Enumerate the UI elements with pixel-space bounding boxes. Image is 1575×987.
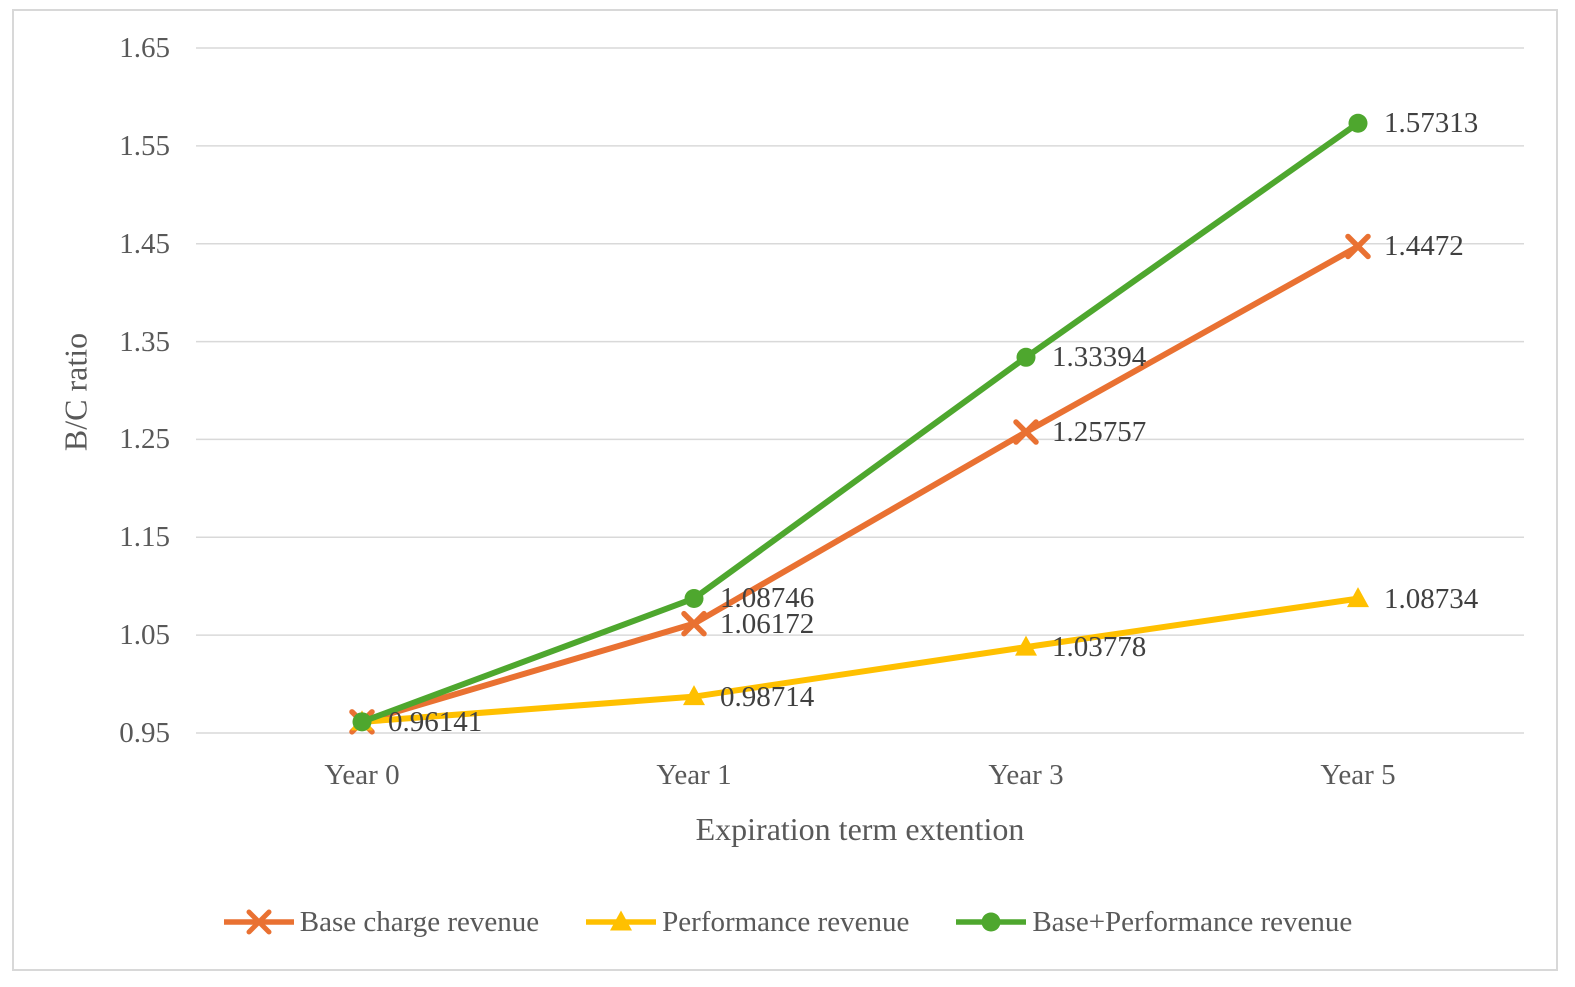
y-tick-label: 1.25 [119,423,170,456]
legend-swatch-icon [586,910,657,931]
data-point-label: 1.57313 [1384,107,1479,140]
data-point-label: 0.98714 [720,680,815,713]
triangle-marker-icon [683,685,705,706]
series-line [359,243,1361,725]
y-axis-title-text: B/C ratio [57,332,94,452]
y-tick-label: 1.35 [119,325,170,358]
x-marker-icon [1013,419,1039,445]
legend-item: Base charge revenue [223,906,539,939]
chart-frame [12,9,1558,971]
legend-item: Performance revenue [585,906,909,939]
y-tick-label: 1.55 [119,129,170,162]
x-marker-icon [246,909,272,935]
triangle-marker-icon [610,910,633,931]
legend-swatch-icon [956,912,1027,932]
x-category-label: Year 5 [1320,759,1396,791]
legend-swatch-icon [223,909,294,935]
circle-marker-icon [684,588,704,608]
series-line [359,595,1361,725]
data-point-label: 1.25757 [1052,416,1147,449]
data-point-label: 1.08746 [720,582,815,615]
legend-item: Base+Performance revenue [955,906,1352,939]
legend-label: Base+Performance revenue [1032,905,1353,938]
x-axis-title: Expiration term extention [695,811,1025,847]
x-category-label: Year 1 [656,759,732,791]
y-tick-label: 1.65 [119,32,170,64]
circle-marker-icon [1016,347,1036,367]
y-tick-label: 1.45 [119,227,170,260]
data-point-label: 1.08734 [1384,582,1479,615]
y-tick-label: 1.05 [119,619,170,652]
circle-marker-icon [981,912,1001,932]
x-category-label: Year 3 [988,759,1064,791]
triangle-marker-icon [1015,635,1037,656]
data-point-label: 1.33394 [1052,341,1147,374]
x-marker-icon [681,610,707,637]
circle-marker-icon [1348,113,1368,133]
y-tick-label: 1.15 [119,521,170,554]
x-category-label: Year 0 [324,759,400,791]
x-marker-icon [1345,233,1371,260]
legend-label: Performance revenue [662,905,910,938]
data-point-label: 1.06172 [720,607,815,640]
data-point-label: 0.96141 [388,705,483,738]
data-point-label: 1.4472 [1384,230,1464,263]
legend-label: Base charge revenue [299,905,540,938]
legend: Base charge revenue Performance revenue Ba… [0,898,1575,946]
circle-marker-icon [352,712,372,732]
series-line [359,120,1361,725]
y-tick-label: 0.95 [119,717,170,749]
triangle-marker-icon [1347,587,1369,608]
data-point-label: 1.03778 [1052,631,1147,664]
